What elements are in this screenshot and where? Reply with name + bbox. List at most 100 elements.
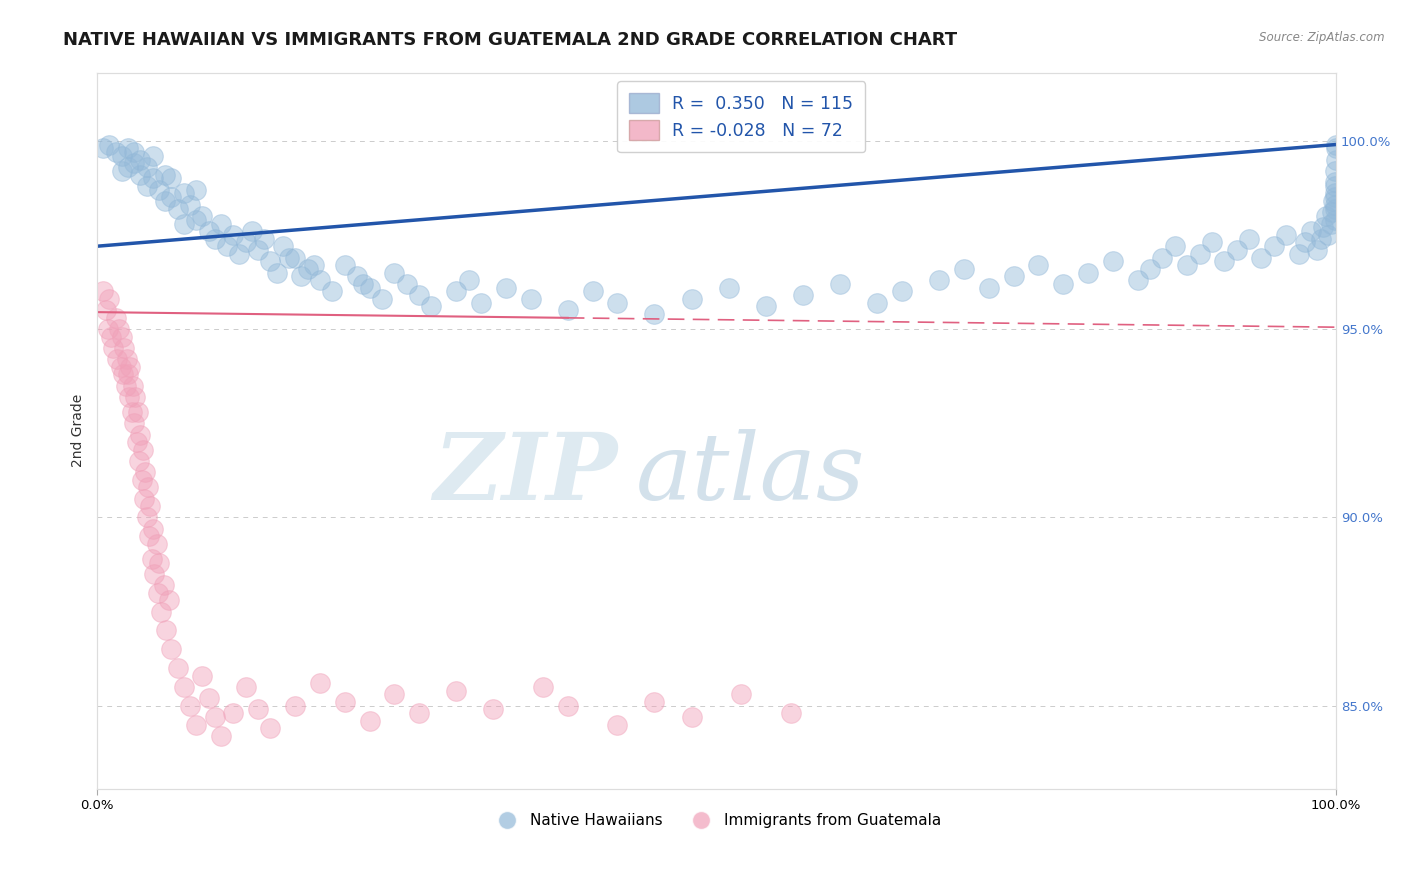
Point [166, 202, 188, 216]
Point [1324, 137, 1347, 152]
Point [197, 224, 219, 238]
Point [91, 141, 114, 155]
Point [1237, 232, 1260, 246]
Point [122, 416, 145, 430]
Point [153, 168, 176, 182]
Point [141, 551, 163, 566]
Point [1324, 198, 1347, 212]
Point [173, 680, 195, 694]
Point [382, 687, 405, 701]
Point [333, 695, 356, 709]
Point [160, 190, 183, 204]
Point [128, 454, 150, 468]
Point [977, 280, 1000, 294]
Point [371, 292, 394, 306]
Point [1275, 227, 1298, 242]
Point [148, 183, 170, 197]
Point [104, 145, 127, 159]
Point [408, 288, 430, 302]
Point [531, 680, 554, 694]
Point [352, 277, 374, 291]
Point [135, 160, 157, 174]
Point [235, 680, 257, 694]
Point [166, 661, 188, 675]
Point [259, 721, 281, 735]
Point [209, 217, 232, 231]
Point [97, 322, 120, 336]
Point [186, 183, 208, 197]
Point [111, 329, 134, 343]
Point [1324, 186, 1347, 201]
Point [1250, 251, 1272, 265]
Point [359, 280, 381, 294]
Point [122, 145, 145, 159]
Point [1315, 209, 1337, 223]
Point [222, 706, 245, 721]
Point [1213, 254, 1236, 268]
Point [155, 624, 177, 638]
Point [730, 687, 752, 701]
Point [1306, 243, 1329, 257]
Point [446, 683, 468, 698]
Point [104, 310, 127, 325]
Point [118, 390, 141, 404]
Point [1294, 235, 1316, 250]
Point [222, 227, 245, 242]
Point [247, 702, 270, 716]
Point [1263, 239, 1285, 253]
Point [135, 178, 157, 193]
Point [173, 217, 195, 231]
Point [1288, 246, 1310, 260]
Point [114, 378, 136, 392]
Point [117, 160, 139, 174]
Point [681, 710, 703, 724]
Point [266, 266, 288, 280]
Point [153, 578, 176, 592]
Point [115, 352, 138, 367]
Point [111, 149, 134, 163]
Point [346, 269, 368, 284]
Point [321, 285, 343, 299]
Point [1323, 178, 1346, 193]
Point [209, 729, 232, 743]
Point [157, 593, 180, 607]
Point [297, 261, 319, 276]
Point [755, 300, 778, 314]
Point [309, 676, 332, 690]
Point [1312, 220, 1334, 235]
Point [1175, 258, 1198, 272]
Point [519, 292, 541, 306]
Point [1126, 273, 1149, 287]
Y-axis label: 2nd Grade: 2nd Grade [72, 394, 86, 467]
Point [284, 698, 307, 713]
Point [191, 209, 214, 223]
Point [557, 698, 579, 713]
Point [1139, 261, 1161, 276]
Point [1002, 269, 1025, 284]
Point [142, 171, 165, 186]
Point [122, 156, 145, 170]
Point [1226, 243, 1249, 257]
Point [1320, 205, 1343, 219]
Point [191, 668, 214, 682]
Point [1028, 258, 1050, 272]
Point [1201, 235, 1223, 250]
Point [108, 322, 131, 336]
Point [145, 537, 167, 551]
Point [309, 273, 332, 287]
Point [1052, 277, 1074, 291]
Point [173, 186, 195, 201]
Point [112, 368, 135, 382]
Text: NATIVE HAWAIIAN VS IMMIGRANTS FROM GUATEMALA 2ND GRADE CORRELATION CHART: NATIVE HAWAIIAN VS IMMIGRANTS FROM GUATE… [63, 31, 957, 49]
Point [129, 427, 152, 442]
Point [117, 141, 139, 155]
Point [240, 224, 263, 238]
Point [382, 266, 405, 280]
Point [136, 480, 159, 494]
Point [284, 251, 307, 265]
Point [1188, 246, 1211, 260]
Point [228, 246, 250, 260]
Point [1299, 224, 1322, 238]
Point [1323, 202, 1346, 216]
Point [138, 529, 160, 543]
